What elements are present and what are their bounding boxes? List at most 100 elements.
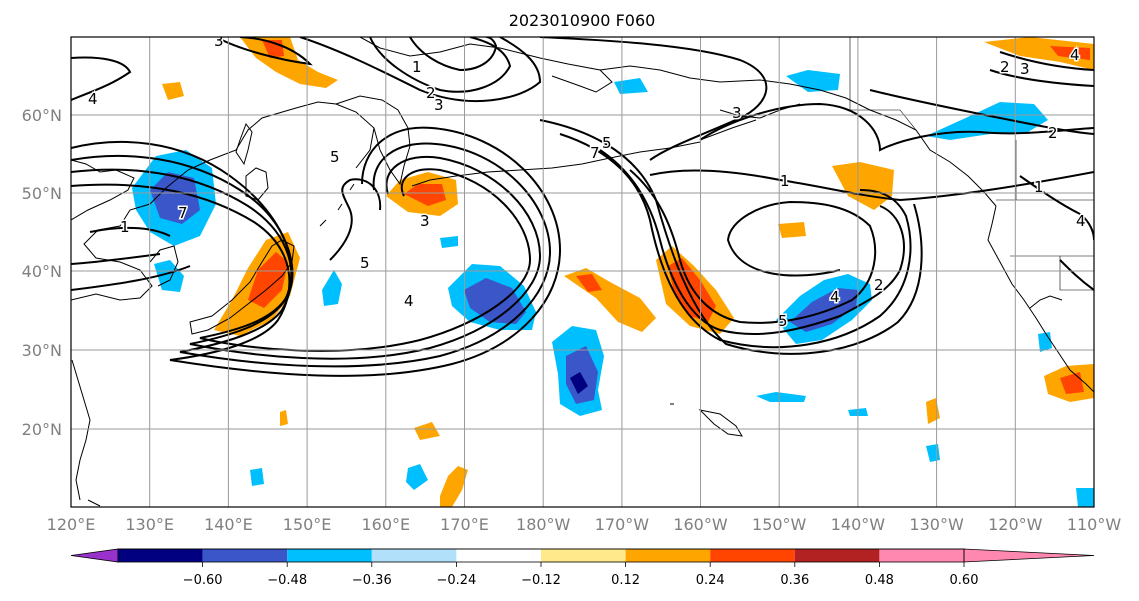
contour-label: 5 — [330, 148, 340, 166]
coast-aleutians — [411, 141, 701, 187]
graticule — [71, 37, 1094, 507]
shade-pos-small-a — [162, 82, 184, 100]
shade-pos-small-d — [440, 466, 468, 507]
contour-line — [369, 37, 512, 93]
contour-line — [71, 154, 542, 360]
colorbar-tick-label: −0.36 — [352, 573, 392, 588]
coastlines — [71, 37, 1094, 507]
contour-line — [629, 169, 877, 324]
lat-label: 50°N — [22, 184, 62, 203]
contour-line — [699, 102, 1094, 152]
lat-label: 60°N — [22, 106, 62, 125]
shade-pos-japan-core — [248, 252, 288, 308]
colorbar-segment — [118, 549, 203, 562]
contour-line — [539, 119, 923, 355]
lon-label: 130°E — [125, 515, 174, 534]
colorbar-tick-label: −0.24 — [436, 573, 476, 588]
colorbar-tick-label: 0.60 — [950, 573, 979, 588]
contour-line — [71, 126, 562, 377]
contour-label: 1 — [120, 218, 130, 236]
contour-line — [299, 37, 542, 102]
shade-neg-small-f — [406, 464, 428, 490]
shade-neg-small-b — [322, 270, 342, 306]
shade-neg-small-h — [756, 392, 806, 402]
coast-japan — [189, 167, 295, 335]
contour-line — [999, 51, 1094, 71]
coast-na-west — [987, 205, 1094, 393]
contour-label: 4 — [88, 90, 98, 108]
colorbar-segment — [625, 549, 711, 562]
shade-pos-small-c — [414, 422, 440, 440]
shade-pos-kamchatka-core — [404, 184, 446, 206]
colorbar-segment — [879, 549, 964, 562]
contour-label: 4 — [830, 288, 840, 306]
map-title: 2023010900 F060 — [509, 11, 656, 30]
shade-pos-top-right-core — [1050, 46, 1090, 60]
map-frame — [70, 36, 1095, 508]
shade-pos-small-f — [280, 410, 288, 426]
shade-neg-central-core — [464, 278, 526, 324]
colorbar-segment — [371, 549, 457, 562]
contour-line — [599, 149, 905, 335]
coast-kamchatka — [335, 95, 411, 186]
contour-label: 4 — [404, 292, 414, 310]
lon-label: 150°E — [283, 515, 332, 534]
contour-label: 4 — [1070, 46, 1080, 64]
lon-label: 150°W — [752, 515, 807, 534]
shade-neg-japan-sea-core — [150, 172, 200, 224]
colorbar-segment — [202, 549, 288, 562]
colorbar: −0.60 −0.48 −0.36 −0.24 −0.12 0.12 0.24 … — [70, 548, 1095, 588]
contour-label: 7 — [178, 204, 188, 222]
contour-label: 2 — [1000, 58, 1010, 76]
shade-neg-small-g — [250, 468, 264, 486]
lon-label: 180°W — [516, 515, 571, 534]
contour-labels: 4 7 1 3 1 2 3 5 7 5 3 4 5 3 1 2 1 4 5 2 … — [87, 32, 1088, 332]
contour-label: 3 — [434, 96, 444, 114]
contour-label: 5 — [360, 254, 370, 272]
coast-islands — [71, 183, 743, 507]
contour-label: 2 — [426, 84, 436, 102]
shade-neg-east-core — [790, 288, 858, 332]
contour-line — [559, 133, 912, 349]
contour-label: 5 — [602, 134, 612, 152]
colorbar-tick-label: −0.12 — [521, 573, 561, 588]
shade-neg-small-e — [614, 78, 648, 94]
lon-label: 120°W — [988, 515, 1043, 534]
colorbar-tick-label: −0.60 — [183, 573, 223, 588]
contour-label: 4 — [1076, 212, 1086, 230]
colorbar-segment — [456, 549, 541, 562]
colorbar-extend-low — [70, 548, 119, 563]
contour-label: 1 — [1034, 178, 1044, 196]
contour-line — [71, 56, 132, 101]
colorbar-ticks — [202, 562, 965, 567]
colorbar-tick-label: 0.12 — [611, 573, 640, 588]
lat-label: 40°N — [22, 262, 62, 281]
contour-label: 3 — [1020, 60, 1030, 78]
shade-pos-top-right — [984, 37, 1094, 70]
lon-label: 110°W — [1067, 515, 1122, 534]
colorbar-tick-label: 0.36 — [780, 573, 809, 588]
contour-label: 1 — [780, 172, 790, 190]
shade-neg-small-l — [1076, 488, 1094, 507]
colorbar-segment — [710, 549, 795, 562]
contour-line — [89, 226, 171, 237]
map-area: 4 7 1 3 1 2 3 5 7 5 3 4 5 3 1 2 1 4 5 2 … — [71, 32, 1094, 507]
contour-line — [1059, 259, 1094, 291]
coast-sakhalin — [235, 122, 253, 166]
longitude-labels: 120°E 130°E 140°E 150°E 160°E 170°E 180°… — [47, 515, 1122, 534]
shade-neg-canada — [926, 102, 1048, 140]
lon-label: 170°W — [595, 515, 650, 534]
lon-label: 140°W — [831, 515, 886, 534]
contour-line — [409, 37, 498, 72]
contour-label: 3 — [214, 32, 224, 50]
colorbar-tick-label: −0.48 — [267, 573, 307, 588]
colorbar-tick-label: 0.48 — [865, 573, 894, 588]
lon-label: 120°E — [47, 515, 96, 534]
lon-label: 160°E — [361, 515, 410, 534]
lat-label: 30°N — [22, 341, 62, 360]
shade-neg-south-core — [570, 372, 588, 394]
colorbar-extend-high — [963, 548, 1095, 563]
contour-label: 7 — [590, 144, 600, 162]
negative-shading — [132, 70, 1094, 507]
